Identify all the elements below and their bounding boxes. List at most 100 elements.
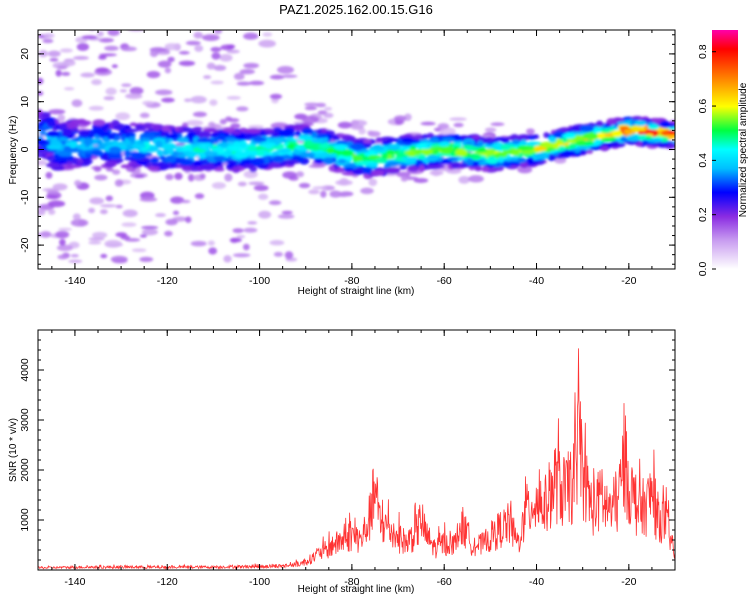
heatmap-cell — [236, 81, 252, 86]
heatmap-cell — [121, 222, 137, 227]
heatmap-cell — [233, 72, 245, 81]
heatmap-cell — [70, 219, 89, 227]
heatmap-cell — [88, 207, 96, 214]
heatmap-cell — [298, 182, 311, 189]
colorbar: 0.0 0.2 0.4 0.6 0.8 Normalized spectral ampl… — [697, 30, 749, 276]
heatmap-cell — [286, 143, 296, 150]
heatmap-cell — [182, 127, 192, 133]
heatmap-cell — [155, 89, 173, 96]
heatmap-cell — [112, 258, 128, 264]
heatmap-cell — [141, 228, 158, 236]
heatmap-cell — [304, 102, 320, 107]
heatmap-cell — [243, 227, 258, 233]
heatmap-cell — [56, 244, 74, 252]
heatmap-cell — [129, 122, 138, 127]
heatmap-cell — [152, 123, 161, 132]
heatmap-cell — [272, 150, 280, 158]
heatmap-cell — [375, 137, 383, 143]
heatmap-cell — [295, 171, 305, 178]
heatmap-cell — [239, 69, 255, 75]
heatmap-cell — [237, 181, 247, 187]
heatmap-cell — [168, 125, 176, 130]
heatmap-cell — [61, 71, 71, 76]
heatmap-cell — [616, 121, 633, 126]
heatmap-cell — [320, 190, 327, 198]
heatmap-cell — [367, 131, 381, 137]
heatmap-cell — [186, 119, 204, 126]
heatmap-cell — [182, 151, 192, 155]
heatmap-cell — [123, 150, 132, 158]
heatmap-cell — [471, 135, 481, 140]
heatmap-cell — [388, 168, 398, 173]
heatmap-cell — [484, 127, 497, 133]
heatmap-cell — [92, 119, 106, 126]
heatmap-cell — [192, 111, 207, 118]
heatmap-cell — [363, 166, 373, 175]
heatmap-cell — [165, 173, 174, 181]
heatmap-cell — [396, 153, 409, 158]
heatmap-cell — [647, 124, 659, 130]
heatmap-cell — [269, 74, 285, 80]
heatmap-cell — [324, 106, 333, 111]
heatmap-cell — [126, 144, 133, 151]
heatmap-cell — [121, 83, 132, 87]
heatmap-cell — [262, 32, 273, 37]
heatmap-cell — [526, 128, 535, 135]
heatmap-cell — [139, 256, 154, 263]
heatmap-cell — [521, 149, 534, 155]
heatmap-cell — [369, 170, 385, 177]
heatmap-cell — [554, 157, 567, 164]
heatmap-cell — [634, 120, 647, 127]
heatmap-cell — [46, 131, 60, 138]
heatmap-cell — [420, 147, 433, 155]
heatmap-cell — [337, 193, 349, 197]
heatmap-cell — [147, 166, 161, 171]
heatmap-cell — [139, 112, 150, 118]
heatmap-cell — [217, 133, 227, 141]
heatmap-cell — [497, 156, 505, 163]
heatmap-cell — [103, 96, 115, 101]
heatmap-cell — [164, 67, 172, 74]
heatmap-cell — [99, 209, 108, 215]
heatmap-cell — [256, 150, 265, 156]
heatmap-cell — [170, 196, 185, 204]
heatmap-cell — [194, 45, 204, 52]
heatmap-cell — [115, 112, 131, 121]
heatmap-cell — [141, 225, 159, 230]
heatmap-cell — [242, 243, 250, 251]
heatmap-cell — [93, 127, 105, 135]
heatmap-cell — [311, 131, 318, 139]
heatmap-cell — [43, 32, 55, 39]
heatmap-cell — [212, 147, 224, 153]
heatmap-cell — [74, 180, 82, 187]
heatmap-cell — [133, 143, 147, 149]
heatmap-cell — [129, 87, 144, 95]
heatmap-cell — [178, 160, 194, 165]
heatmap-cell — [208, 121, 216, 128]
heatmap-cell — [232, 228, 244, 234]
heatmap-cell — [131, 162, 139, 169]
heatmap-cell — [80, 72, 95, 78]
heatmap-cell — [50, 139, 62, 146]
heatmap-cell — [115, 204, 123, 209]
heatmap-cell — [281, 74, 298, 78]
heatmap-cell — [511, 148, 520, 157]
heatmap-cell — [94, 174, 108, 181]
top-y-tick-label: 10 — [19, 96, 31, 108]
heatmap-cell — [155, 213, 166, 218]
heatmap-cell — [262, 131, 277, 135]
heatmap-cell — [119, 89, 128, 93]
heatmap-cell — [104, 45, 119, 51]
heatmap-cell — [322, 158, 335, 165]
heatmap-cell — [595, 132, 605, 139]
heatmap-cell — [39, 18, 46, 25]
heatmap-cell — [157, 60, 172, 68]
heatmap-cell — [268, 200, 282, 206]
heatmap-cell — [125, 93, 143, 99]
heatmap-cell — [96, 30, 104, 37]
heatmap-cell — [57, 254, 69, 260]
heatmap-cell — [466, 158, 474, 166]
heatmap-cell — [455, 148, 468, 157]
heatmap-cell — [172, 210, 180, 216]
heatmap-cell — [519, 163, 528, 168]
